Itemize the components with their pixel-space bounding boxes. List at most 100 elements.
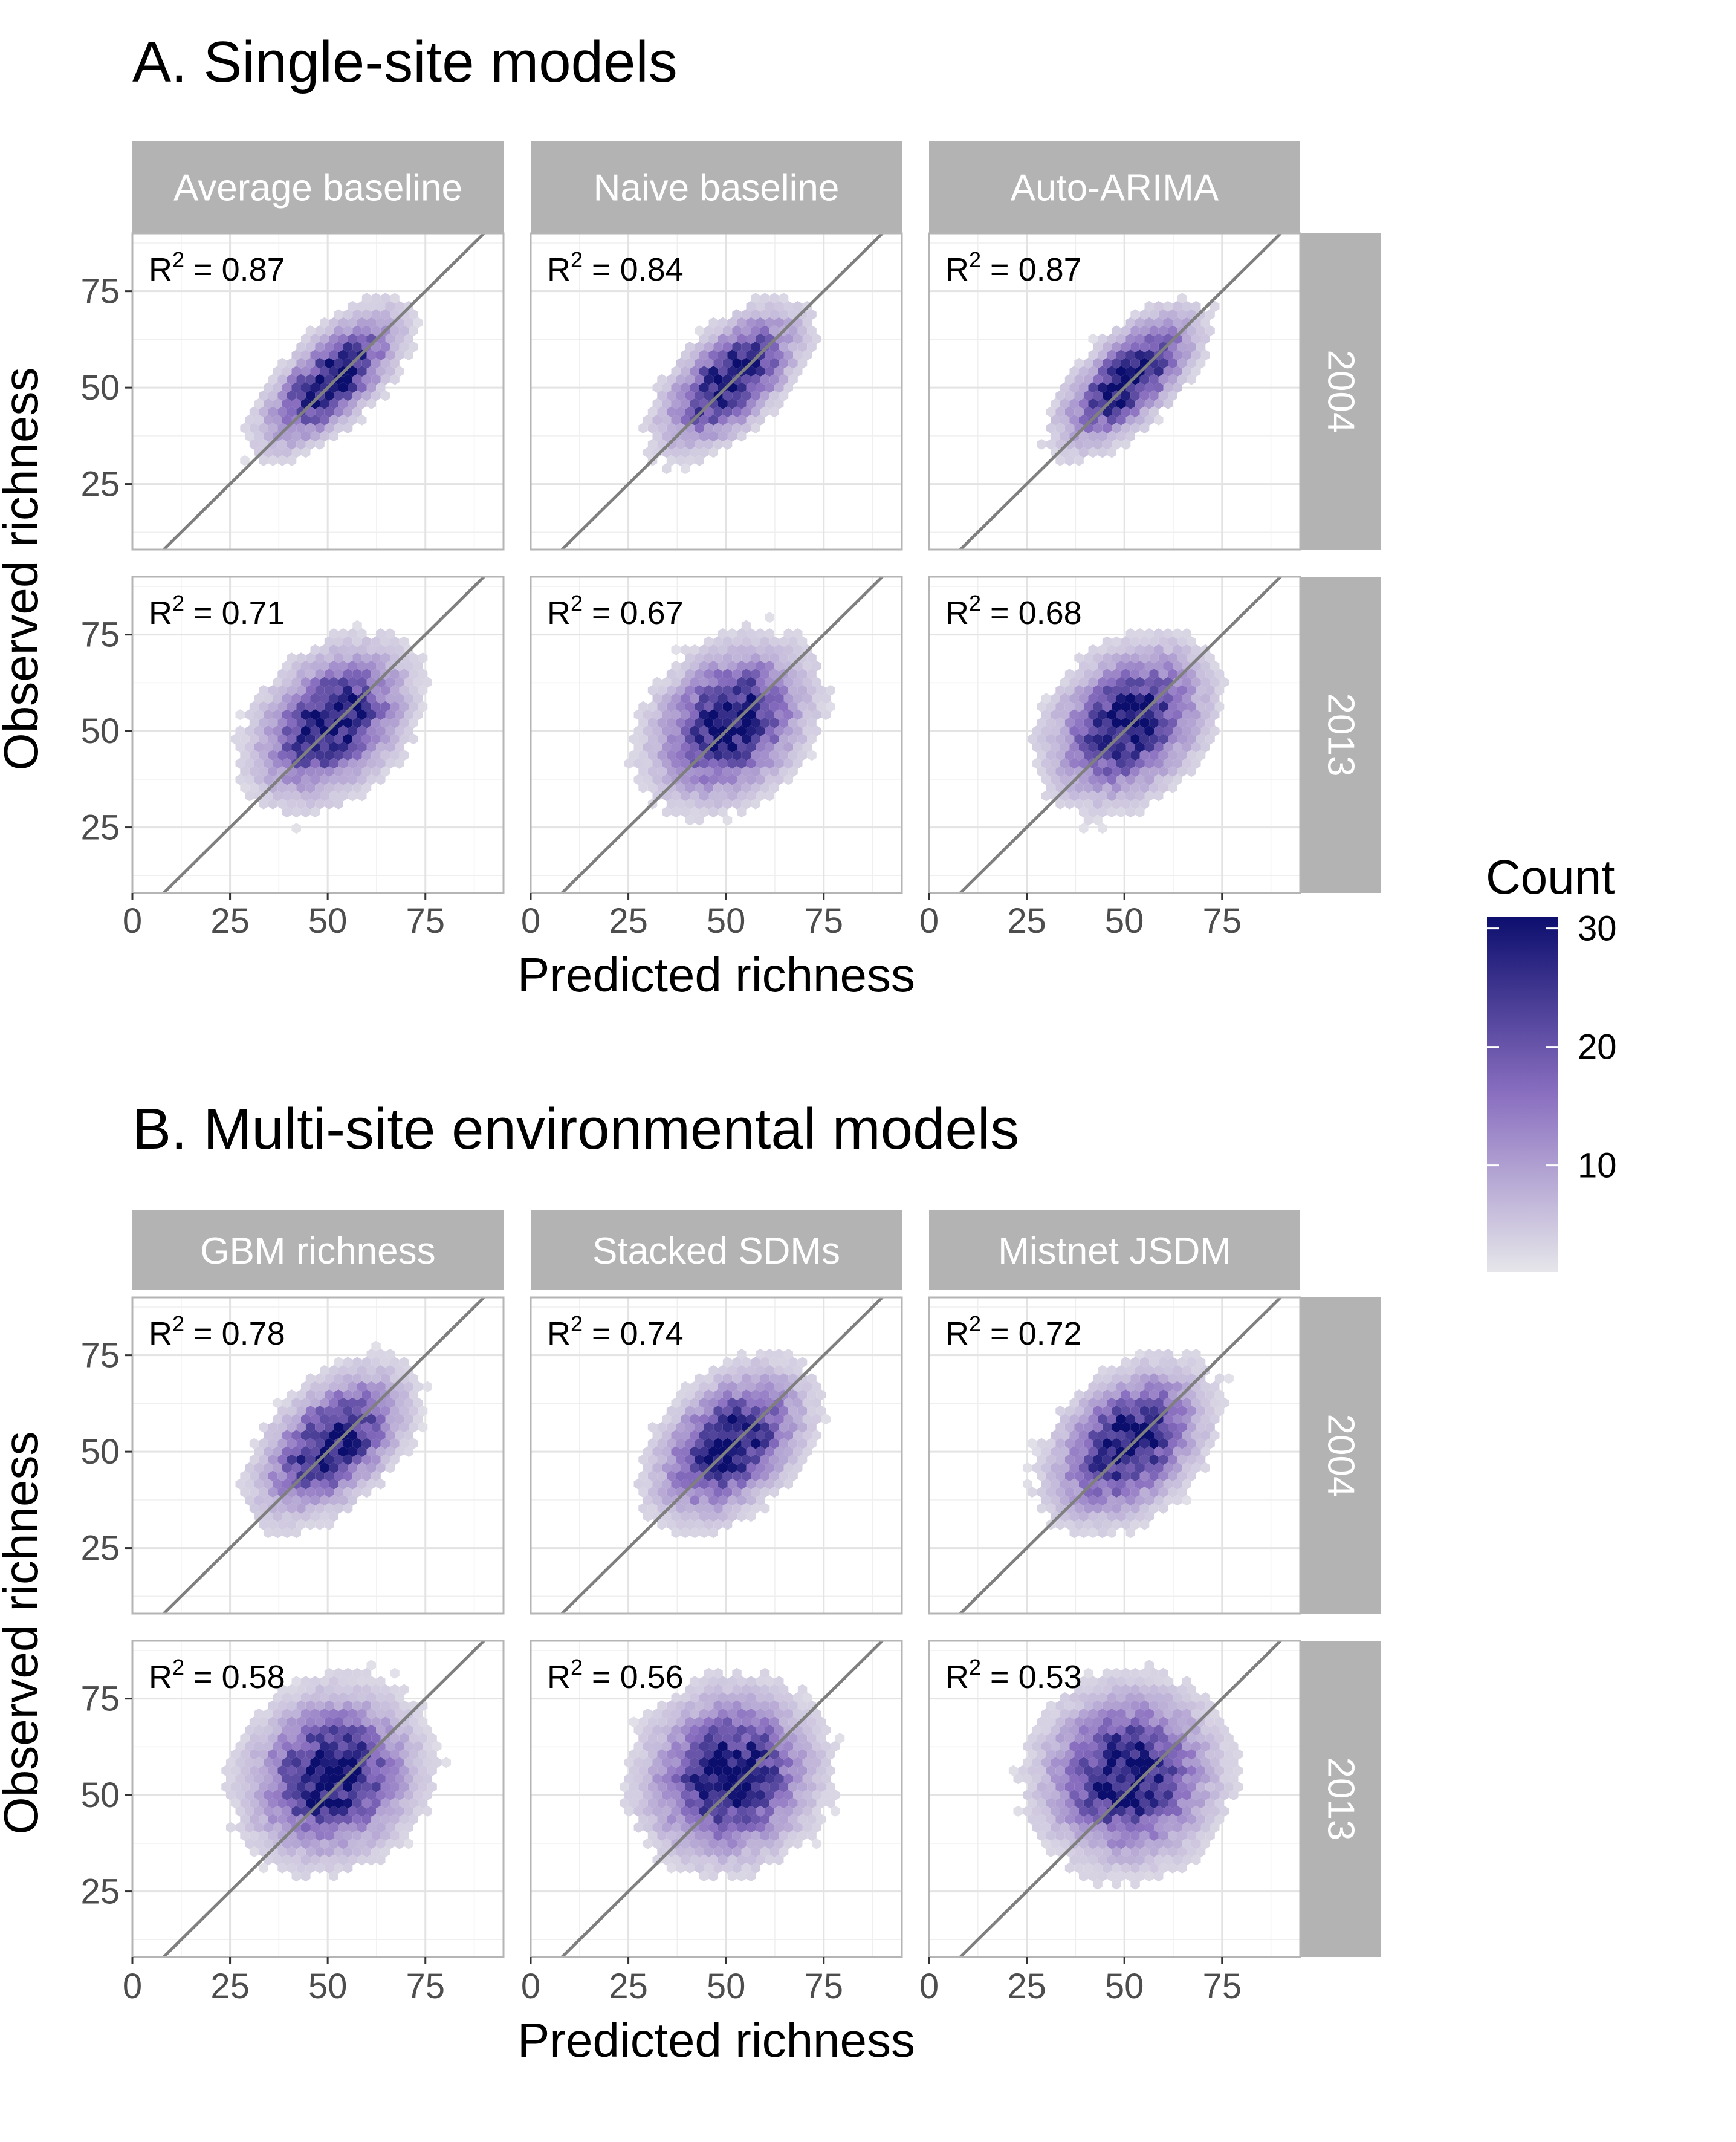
hexbin-cell <box>291 1676 301 1687</box>
hexbin-cell <box>737 1349 747 1360</box>
hexbin-cell <box>737 693 747 704</box>
hexbin-cell <box>352 1684 362 1695</box>
hexbin-cell <box>334 701 343 712</box>
hexbin-cell <box>681 1397 690 1409</box>
hexbin-cell <box>741 652 751 664</box>
hexbin-cell <box>334 342 343 352</box>
hexbin-cell <box>1154 1446 1164 1457</box>
hexbin-cell <box>366 1660 376 1671</box>
hexbin-cell <box>1149 733 1159 745</box>
hexbin-cell <box>282 1446 292 1457</box>
hexbin-cell <box>652 1708 662 1719</box>
hexbin-cell <box>737 349 747 361</box>
hexbin-cell <box>329 333 338 345</box>
hexbin-cell <box>395 1446 404 1457</box>
hexbin-cell <box>1102 1684 1112 1695</box>
hexbin-cell <box>1055 1716 1065 1728</box>
hexbin-cell <box>310 382 320 393</box>
hexbin-cell <box>727 660 737 672</box>
hexbin-cell <box>1191 644 1201 655</box>
hexbin-cell <box>361 1733 372 1744</box>
hexbin-cell <box>699 349 709 361</box>
hexbin-cell <box>1168 374 1177 385</box>
hexbin-cell <box>1107 333 1116 345</box>
hexbin-cell <box>226 1773 236 1785</box>
hexbin-cell <box>713 1814 723 1825</box>
hexbin-cell <box>1149 750 1159 761</box>
hexbin-cell <box>779 750 789 761</box>
hexbin-cell <box>1177 733 1187 745</box>
hexbin-cell <box>1060 725 1070 736</box>
hexbin-cell <box>760 406 770 418</box>
hexbin-cell <box>708 1757 718 1768</box>
hexbin-cell <box>1163 1692 1173 1703</box>
hexbin-cell <box>821 1413 831 1425</box>
panel-border <box>928 576 1301 894</box>
hexbin-cell <box>1055 455 1065 466</box>
hexbin-cell <box>797 1406 808 1417</box>
hexbin-cell <box>1074 406 1084 418</box>
hexbin-cell <box>1205 1438 1215 1449</box>
hexbin-cell <box>741 1749 751 1760</box>
hexbin-cell <box>264 774 273 785</box>
hexbin-cell <box>1088 1446 1098 1457</box>
hexbin-cell <box>657 750 667 761</box>
hexbin-cell <box>671 1511 681 1522</box>
hexbin-cell <box>357 1430 367 1441</box>
hexbin-cell <box>741 1438 751 1449</box>
hexbin-cell <box>1116 1365 1126 1376</box>
hexbin-cell <box>1102 1438 1112 1449</box>
hexbin-cell <box>329 1805 338 1817</box>
hexbin-cell <box>1116 1757 1126 1768</box>
x-tick-label: 0 <box>919 901 939 941</box>
hexbin-cell <box>395 1365 404 1376</box>
hexbin-cell <box>404 1773 413 1785</box>
hexbin-cell <box>1173 709 1182 721</box>
hexbin-cell <box>334 636 343 647</box>
hexbin-cell <box>1074 669 1084 680</box>
hexbin-layer <box>221 1660 451 1882</box>
hexbin-cell <box>685 1454 695 1465</box>
hexbin-cell <box>1121 652 1131 664</box>
hexbin-cell <box>1149 1700 1159 1712</box>
hexbin-cell <box>727 677 737 688</box>
hexbin-cell <box>348 382 357 393</box>
hexbin-cell <box>685 750 695 761</box>
hexbin-cell <box>404 677 413 688</box>
hexbin-cell <box>699 1478 709 1490</box>
hexbin-cell <box>756 1692 765 1703</box>
hexbin-cell <box>1173 1790 1182 1800</box>
hexbin-cell <box>727 1478 737 1490</box>
hexbin-cell <box>704 1406 714 1417</box>
hexbin-cell <box>1191 1413 1201 1425</box>
hexbin-cell <box>305 717 316 729</box>
hexbin-cell <box>1093 1438 1103 1449</box>
identity-line <box>162 1640 485 1958</box>
hexbin-cell <box>352 1487 362 1498</box>
hexbin-cell <box>413 1708 423 1719</box>
hexbin-cell <box>685 406 695 418</box>
hexbin-cell <box>1083 782 1093 793</box>
hexbin-cell <box>301 1790 311 1800</box>
hexbin-cell <box>1046 423 1056 434</box>
hexbin-cell <box>685 782 695 793</box>
hexbin-cell <box>282 447 292 458</box>
hexbin-cell <box>793 1757 803 1768</box>
hexbin-cell <box>366 1430 376 1441</box>
hexbin-cell <box>765 612 774 623</box>
hexbin-cell <box>746 1381 756 1392</box>
hexbin-cell <box>366 300 376 312</box>
hexbin-cell <box>371 325 381 336</box>
hexbin-cell <box>779 652 789 664</box>
hexbin-cell <box>404 1397 413 1409</box>
hexbin-cell <box>315 685 325 696</box>
hexbin-cell <box>1098 430 1107 442</box>
hexbin-cell <box>357 790 367 802</box>
hexbin-cell <box>765 1773 774 1785</box>
hexbin-cell <box>756 677 765 688</box>
hexbin-cell <box>1196 1814 1206 1825</box>
hexbin-cell <box>1158 1781 1168 1793</box>
hexbin-cell <box>1187 357 1196 369</box>
hexbin-cell <box>1196 342 1206 352</box>
hexbin-cell <box>1135 1446 1145 1457</box>
